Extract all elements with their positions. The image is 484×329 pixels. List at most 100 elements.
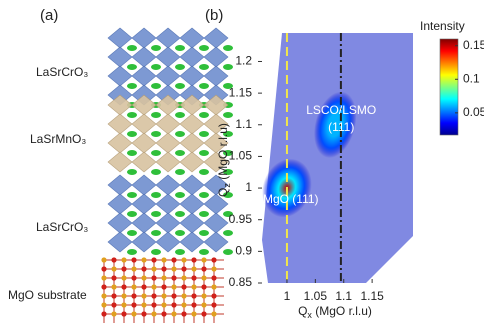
panel-a: (a) LaSrCrO₃ LaSrMnO₃ LaSrCrO₃ MgO substrat… (8, 7, 233, 323)
atom (101, 293, 107, 299)
atom (151, 64, 161, 70)
atom (223, 83, 233, 89)
atom (131, 302, 137, 308)
atom (121, 257, 127, 263)
atom (199, 192, 209, 198)
panel-label: (a) (40, 7, 58, 24)
atom (161, 275, 167, 281)
atom (111, 284, 117, 290)
y-tick-label: 1.1 (235, 117, 252, 131)
panel-label: (b) (205, 7, 223, 24)
atom (151, 211, 161, 217)
atom (151, 293, 157, 299)
octahedron (155, 151, 181, 173)
atom (131, 311, 137, 317)
atom (201, 266, 207, 272)
colorbar-tick-label: 0.15 (463, 38, 484, 52)
colorbar-title: Intensity (420, 19, 465, 33)
atom (191, 275, 197, 281)
y-tick-label: 0.85 (229, 275, 253, 289)
atom (211, 284, 217, 290)
atom (151, 192, 161, 198)
atom (199, 64, 209, 70)
octahedron (131, 231, 157, 253)
atom (223, 131, 233, 137)
atom (151, 169, 161, 175)
atom (141, 293, 147, 299)
atom (171, 275, 177, 281)
atom (211, 302, 217, 308)
atom (151, 131, 161, 137)
atom (131, 293, 137, 299)
atom (151, 83, 161, 89)
atom (127, 131, 137, 137)
atom (175, 192, 185, 198)
map-background (262, 33, 413, 283)
atom (141, 266, 147, 272)
atom (191, 311, 197, 317)
atom (141, 302, 147, 308)
atom (199, 230, 209, 236)
atom (121, 302, 127, 308)
atom (127, 192, 137, 198)
atom (111, 293, 117, 299)
atom (127, 112, 137, 118)
atom (211, 257, 217, 263)
atom (127, 150, 137, 156)
peak-label: (111) (328, 120, 354, 134)
x-tick-label: 1.1 (335, 289, 352, 303)
axis-subscript: z (222, 183, 232, 188)
y-tick-label: 1 (245, 180, 252, 194)
atom (171, 293, 177, 299)
panel-b: (b) MgO (111) LSCO/LSMO (111) 1 1.05 1.1 1.15 0… (205, 7, 484, 320)
peak-label: LSCO/LSMO (306, 103, 376, 117)
axis-symbol: Q (216, 188, 230, 197)
atom (151, 112, 161, 118)
atom (121, 284, 127, 290)
atom (127, 249, 137, 255)
atom (175, 249, 185, 255)
atom (171, 311, 177, 317)
layer-label: LaSrMnO₃ (30, 132, 86, 146)
axis-symbol: Q (298, 304, 307, 318)
atom (181, 257, 187, 263)
atom (199, 131, 209, 137)
colorbar-tick-label: 0.1 (463, 71, 480, 85)
atom (151, 257, 157, 263)
atom (199, 169, 209, 175)
atom (141, 284, 147, 290)
atom (199, 45, 209, 51)
atom (201, 302, 207, 308)
atom (111, 275, 117, 281)
atom (223, 45, 233, 51)
atom (111, 266, 117, 272)
atom (101, 266, 107, 272)
atom (161, 284, 167, 290)
atom (181, 293, 187, 299)
atom (127, 83, 137, 89)
y-tick-label: 1.2 (235, 54, 252, 68)
colorbar-tick-label: 0.05 (463, 105, 484, 119)
atom (161, 311, 167, 317)
atom (199, 150, 209, 156)
atom (223, 230, 233, 236)
atom (141, 311, 147, 317)
octahedron (131, 27, 157, 49)
atom (111, 311, 117, 317)
atom (131, 257, 137, 263)
atom (101, 302, 107, 308)
peak-label: MgO (111) (263, 192, 319, 206)
atom (201, 293, 207, 299)
layer-label: LaSrCrO₃ (36, 65, 88, 79)
atom (111, 257, 117, 263)
octahedron (155, 27, 181, 49)
x-tick-label: 1.15 (360, 289, 384, 303)
atom (151, 266, 157, 272)
atom (175, 211, 185, 217)
atom (127, 211, 137, 217)
atom (191, 266, 197, 272)
axis-label: Qz (MgO r.l.u) (216, 123, 232, 197)
atom (211, 293, 217, 299)
octahedron (107, 27, 133, 49)
y-tick-label: 0.95 (229, 212, 253, 226)
